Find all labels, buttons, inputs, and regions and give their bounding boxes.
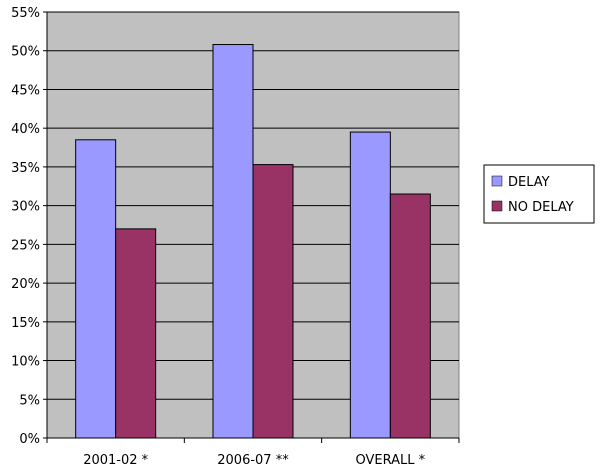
y-tick-label: 40% <box>11 122 40 137</box>
y-tick-label: 25% <box>11 238 40 253</box>
x-axis-ticks: 2001-02 * 2006-07 ** OVERALL * <box>46 438 460 468</box>
y-tick-label: 50% <box>11 45 40 60</box>
bar-delay <box>75 139 117 439</box>
y-tick-label: 10% <box>11 355 40 370</box>
legend-label-no-delay: NO DELAY <box>508 200 574 215</box>
y-tick-label: 35% <box>11 161 40 176</box>
x-tick-label: 2006-07 ** <box>217 453 289 468</box>
bar-no-delay <box>389 193 431 439</box>
bar-no-delay <box>252 164 294 439</box>
legend: DELAY NO DELAY <box>483 164 595 224</box>
bar-delay <box>349 131 391 439</box>
bars <box>75 44 431 439</box>
y-tick-label: 0% <box>19 432 40 447</box>
legend-box <box>483 164 595 224</box>
legend-swatch-delay <box>491 175 503 187</box>
x-tick-label: OVERALL * <box>356 453 426 468</box>
legend-label-delay: DELAY <box>508 175 550 190</box>
y-tick-label: 55% <box>11 6 40 21</box>
bar-no-delay <box>115 228 157 439</box>
x-tick-label: 2001-02 * <box>83 453 148 468</box>
legend-swatch-no-delay <box>491 200 503 212</box>
y-tick-label: 45% <box>11 83 40 98</box>
y-axis-ticks: 0% 5% 10% 15% 20% 25% 30% 35% 40% 45% 50% 55% <box>11 6 47 447</box>
y-tick-label: 5% <box>19 393 40 408</box>
bar-delay <box>212 44 254 439</box>
y-tick-label: 30% <box>11 200 40 215</box>
y-tick-label: 20% <box>11 277 40 292</box>
y-tick-label: 15% <box>11 316 40 331</box>
